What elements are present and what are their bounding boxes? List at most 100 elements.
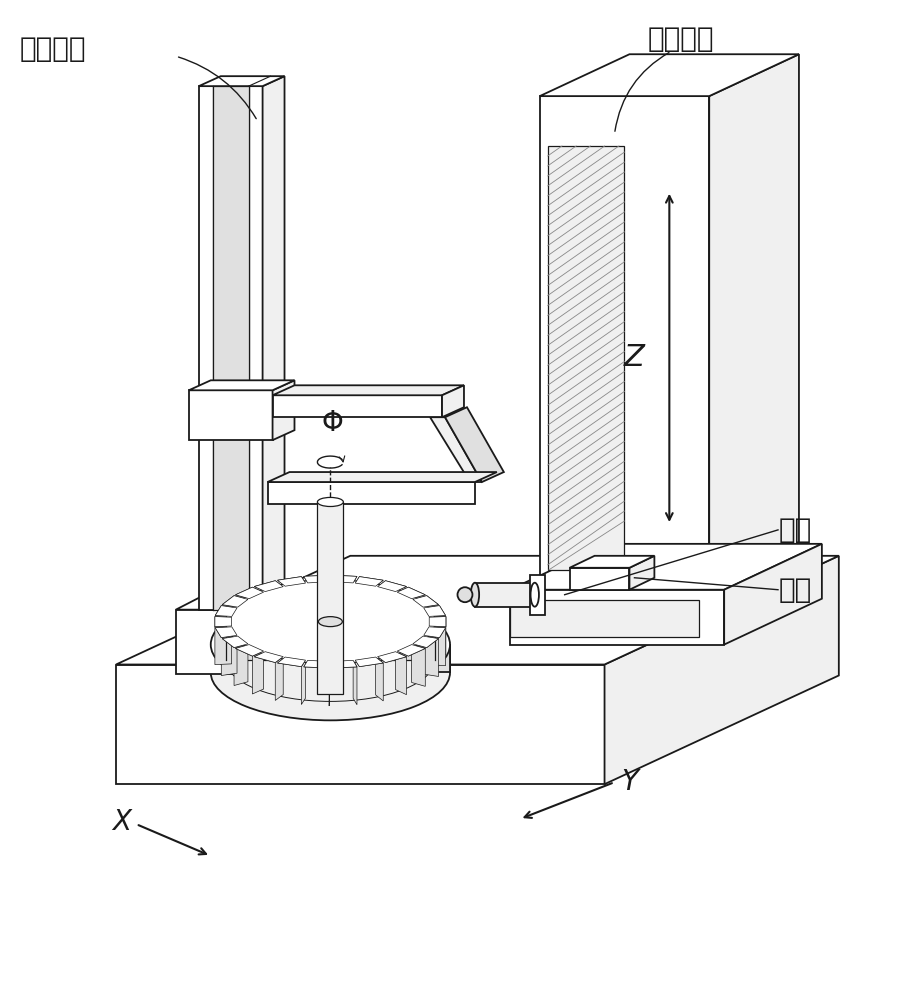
Polygon shape bbox=[222, 595, 248, 607]
Polygon shape bbox=[413, 636, 438, 647]
Polygon shape bbox=[429, 616, 446, 627]
Polygon shape bbox=[235, 588, 264, 598]
Polygon shape bbox=[413, 595, 438, 607]
Polygon shape bbox=[267, 472, 497, 482]
Ellipse shape bbox=[457, 588, 473, 602]
Polygon shape bbox=[304, 660, 329, 668]
Polygon shape bbox=[423, 636, 438, 677]
Polygon shape bbox=[377, 651, 406, 662]
Ellipse shape bbox=[211, 625, 450, 720]
Polygon shape bbox=[540, 96, 709, 590]
Polygon shape bbox=[430, 417, 482, 482]
Polygon shape bbox=[377, 581, 406, 592]
Polygon shape bbox=[304, 660, 329, 668]
Polygon shape bbox=[225, 622, 435, 659]
Polygon shape bbox=[442, 386, 464, 417]
Text: X: X bbox=[112, 808, 131, 836]
Polygon shape bbox=[429, 627, 445, 666]
Polygon shape bbox=[375, 657, 384, 700]
Text: Φ: Φ bbox=[322, 409, 344, 438]
Polygon shape bbox=[353, 660, 357, 704]
Polygon shape bbox=[412, 645, 425, 687]
Polygon shape bbox=[199, 86, 263, 609]
Polygon shape bbox=[395, 651, 406, 695]
Polygon shape bbox=[235, 645, 264, 656]
Polygon shape bbox=[273, 381, 295, 440]
Ellipse shape bbox=[313, 619, 348, 634]
Polygon shape bbox=[548, 146, 624, 570]
Polygon shape bbox=[397, 645, 425, 656]
Text: Y: Y bbox=[622, 768, 638, 797]
Polygon shape bbox=[215, 627, 237, 638]
Polygon shape bbox=[255, 651, 284, 662]
Polygon shape bbox=[397, 645, 425, 656]
Polygon shape bbox=[332, 575, 357, 583]
Polygon shape bbox=[273, 395, 442, 417]
Polygon shape bbox=[429, 616, 446, 655]
Polygon shape bbox=[215, 616, 232, 627]
Polygon shape bbox=[474, 583, 534, 606]
Polygon shape bbox=[175, 592, 320, 609]
Polygon shape bbox=[304, 575, 329, 583]
Polygon shape bbox=[235, 645, 264, 656]
Polygon shape bbox=[221, 636, 237, 676]
Polygon shape bbox=[355, 657, 384, 667]
Polygon shape bbox=[604, 556, 839, 784]
Polygon shape bbox=[424, 627, 445, 638]
Polygon shape bbox=[235, 588, 264, 598]
Text: 测头: 测头 bbox=[779, 516, 813, 543]
Polygon shape bbox=[263, 77, 285, 609]
Polygon shape bbox=[424, 605, 445, 616]
Polygon shape bbox=[429, 616, 446, 627]
Ellipse shape bbox=[246, 611, 415, 678]
Ellipse shape bbox=[318, 617, 343, 627]
Polygon shape bbox=[253, 651, 264, 694]
Polygon shape bbox=[629, 556, 654, 590]
Polygon shape bbox=[332, 660, 357, 668]
Polygon shape bbox=[116, 664, 604, 784]
Ellipse shape bbox=[317, 497, 344, 506]
Polygon shape bbox=[215, 616, 232, 627]
Polygon shape bbox=[199, 77, 285, 86]
Polygon shape bbox=[510, 590, 724, 645]
Polygon shape bbox=[273, 386, 464, 395]
Ellipse shape bbox=[225, 618, 435, 701]
Polygon shape bbox=[222, 636, 248, 647]
Polygon shape bbox=[189, 381, 295, 390]
Text: 工件立柱: 工件立柱 bbox=[19, 35, 85, 63]
Polygon shape bbox=[277, 657, 305, 667]
Polygon shape bbox=[317, 502, 344, 695]
Polygon shape bbox=[222, 595, 248, 607]
Polygon shape bbox=[215, 627, 237, 638]
Polygon shape bbox=[530, 575, 544, 615]
Ellipse shape bbox=[471, 583, 479, 606]
Polygon shape bbox=[255, 581, 284, 592]
Polygon shape bbox=[570, 556, 654, 568]
Polygon shape bbox=[215, 605, 237, 616]
Ellipse shape bbox=[301, 633, 360, 656]
Polygon shape bbox=[510, 599, 699, 637]
Polygon shape bbox=[332, 660, 357, 668]
Text: Z: Z bbox=[624, 343, 644, 373]
Polygon shape bbox=[234, 644, 248, 686]
Polygon shape bbox=[267, 482, 474, 504]
Polygon shape bbox=[355, 577, 384, 587]
Polygon shape bbox=[570, 568, 629, 590]
Polygon shape bbox=[724, 543, 822, 645]
Polygon shape bbox=[222, 636, 248, 647]
Polygon shape bbox=[397, 588, 425, 598]
Polygon shape bbox=[285, 592, 320, 675]
Polygon shape bbox=[189, 390, 273, 440]
Polygon shape bbox=[355, 657, 384, 667]
Polygon shape bbox=[413, 595, 438, 607]
Polygon shape bbox=[540, 54, 799, 96]
Polygon shape bbox=[424, 627, 445, 638]
Polygon shape bbox=[377, 581, 406, 592]
Ellipse shape bbox=[211, 596, 450, 693]
Ellipse shape bbox=[225, 580, 435, 663]
Polygon shape bbox=[215, 626, 232, 664]
Polygon shape bbox=[355, 577, 384, 587]
Polygon shape bbox=[397, 588, 425, 598]
Polygon shape bbox=[277, 577, 305, 587]
Polygon shape bbox=[510, 543, 822, 590]
